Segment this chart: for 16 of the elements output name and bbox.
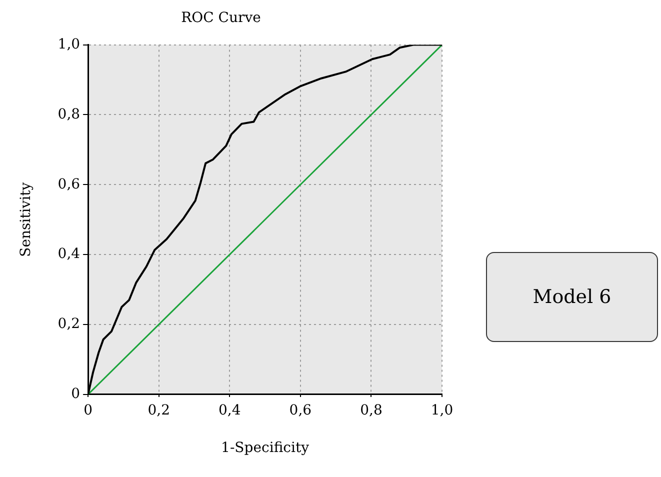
x-axis-title: 1-Specificity xyxy=(221,440,310,456)
x-tick-label: 0,6 xyxy=(289,402,312,418)
x-tick-label: 0,2 xyxy=(148,402,170,418)
x-tick-label: 0 xyxy=(84,402,93,418)
x-tick-label: 1,0 xyxy=(430,402,454,418)
y-tick-label: 0 xyxy=(71,386,80,402)
y-tick-label: 0,2 xyxy=(58,316,80,332)
y-tick-label: 1,0 xyxy=(58,36,80,52)
x-tick-label: 0,8 xyxy=(360,402,382,418)
x-tick-label: 0,4 xyxy=(218,402,241,418)
y-tick-label: 0,6 xyxy=(58,176,80,192)
chart-title: ROC Curve xyxy=(181,10,261,26)
y-tick-label: 0,8 xyxy=(58,106,80,122)
text: Model 6 xyxy=(532,286,612,308)
y-axis-title: Sensitivity xyxy=(18,182,34,257)
y-tick-label: 0,4 xyxy=(58,246,80,262)
